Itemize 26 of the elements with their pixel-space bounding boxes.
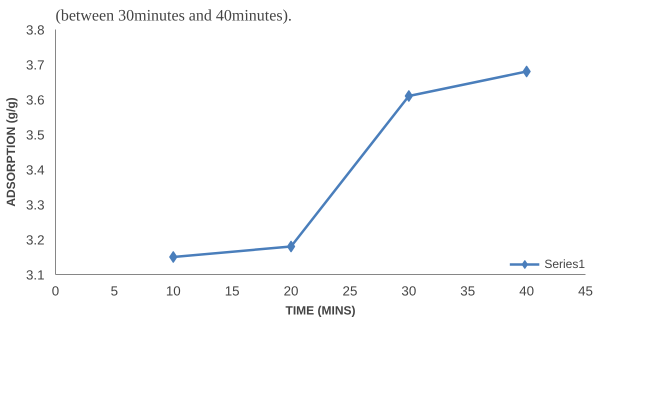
y-tick-label: 3.4: [26, 162, 46, 178]
x-tick-label: 40: [519, 284, 534, 298]
y-tick-label: 3.2: [26, 232, 45, 248]
legend-label: Series1: [544, 257, 585, 271]
point: [522, 66, 531, 78]
x-tick-label: 30: [401, 284, 416, 298]
y-tick-label: 3.7: [26, 58, 45, 72]
x-tick-label: 25: [342, 284, 358, 298]
x-tick-label: 10: [166, 284, 181, 298]
text: (between 30minutes and 40minutes).: [56, 8, 292, 24]
y-tick-label: 3.5: [26, 128, 45, 142]
point: [286, 240, 296, 252]
x-tick-label: 45: [578, 284, 593, 298]
x-tick-label: 35: [460, 284, 476, 298]
y-tick-label: 3.8: [26, 22, 45, 38]
y-tick-label: 3.6: [26, 92, 45, 108]
y-tick-label: 3.1: [26, 268, 45, 282]
point: [404, 90, 413, 102]
x-tick-label: 20: [284, 284, 298, 298]
x-tick-label: 15: [224, 284, 240, 298]
x-axis-title: TIME (MINS): [286, 304, 356, 318]
point: [169, 251, 178, 263]
y-tick-label: 3.3: [26, 198, 45, 212]
x-tick-label: 5: [110, 284, 118, 298]
x-tick-label: 0: [52, 284, 60, 298]
y-axis-title: ADSORPTION (g/g): [4, 97, 18, 207]
